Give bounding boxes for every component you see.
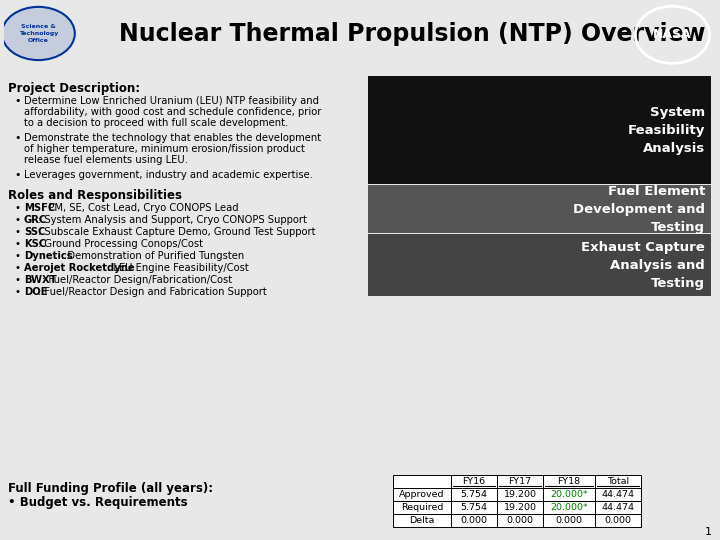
Text: Exhaust Capture
Analysis and
Testing: Exhaust Capture Analysis and Testing <box>581 241 705 289</box>
FancyBboxPatch shape <box>368 185 711 233</box>
Text: 44.474: 44.474 <box>601 490 634 499</box>
Text: MSFC: MSFC <box>24 203 55 213</box>
Text: •: • <box>14 170 20 180</box>
Text: 20.000*: 20.000* <box>550 503 588 512</box>
FancyBboxPatch shape <box>393 488 451 501</box>
Text: Fuel Element
Development and
Testing: Fuel Element Development and Testing <box>573 185 705 234</box>
FancyBboxPatch shape <box>595 488 641 501</box>
Text: Demonstrate the technology that enables the development: Demonstrate the technology that enables … <box>24 133 321 143</box>
Text: 0.000: 0.000 <box>506 516 534 525</box>
Text: Determine Low Enriched Uranium (LEU) NTP feasibility and: Determine Low Enriched Uranium (LEU) NTP… <box>24 96 319 106</box>
Text: Delta: Delta <box>409 516 435 525</box>
FancyBboxPatch shape <box>543 488 595 501</box>
FancyBboxPatch shape <box>497 488 543 501</box>
Text: Office: Office <box>28 38 49 43</box>
Text: Full Funding Profile (all years):: Full Funding Profile (all years): <box>8 482 213 495</box>
FancyBboxPatch shape <box>368 76 711 184</box>
Text: •: • <box>14 203 20 213</box>
FancyBboxPatch shape <box>451 501 497 514</box>
FancyBboxPatch shape <box>393 514 451 527</box>
Text: Aerojet Rocketdyne: Aerojet Rocketdyne <box>24 263 135 273</box>
FancyBboxPatch shape <box>543 501 595 514</box>
Text: : Ground Processing Conops/Cost: : Ground Processing Conops/Cost <box>37 239 203 249</box>
Text: Nuclear Thermal Propulsion (NTP) Overview: Nuclear Thermal Propulsion (NTP) Overvie… <box>119 22 706 46</box>
Text: System
Feasibility
Analysis: System Feasibility Analysis <box>628 106 705 155</box>
FancyBboxPatch shape <box>595 501 641 514</box>
Text: 20.000*: 20.000* <box>550 490 588 499</box>
Text: Required: Required <box>401 503 444 512</box>
Text: •: • <box>14 239 20 249</box>
Text: 0.000: 0.000 <box>556 516 582 525</box>
Text: •: • <box>14 215 20 225</box>
Text: 1: 1 <box>705 527 712 537</box>
Text: •: • <box>14 275 20 285</box>
FancyBboxPatch shape <box>393 475 451 488</box>
Text: 5.754: 5.754 <box>461 490 487 499</box>
FancyBboxPatch shape <box>497 475 543 488</box>
Text: Project Description:: Project Description: <box>8 82 140 95</box>
Text: to a decision to proceed with full scale development.: to a decision to proceed with full scale… <box>24 118 288 129</box>
Text: : Demonstration of Purified Tungsten: : Demonstration of Purified Tungsten <box>60 251 244 261</box>
Text: SSC: SSC <box>24 227 45 237</box>
Text: Leverages government, industry and academic expertise.: Leverages government, industry and acade… <box>24 170 313 180</box>
FancyBboxPatch shape <box>543 475 595 488</box>
Text: 5.754: 5.754 <box>461 503 487 512</box>
Text: GRC: GRC <box>24 215 48 225</box>
FancyBboxPatch shape <box>497 514 543 527</box>
Text: : Fuel/Reactor Design/Fabrication/Cost: : Fuel/Reactor Design/Fabrication/Cost <box>42 275 233 285</box>
Text: BWXT: BWXT <box>24 275 57 285</box>
Text: : PM, SE, Cost Lead, Cryo CONOPS Lead: : PM, SE, Cost Lead, Cryo CONOPS Lead <box>42 203 239 213</box>
FancyBboxPatch shape <box>393 501 451 514</box>
Text: 19.200: 19.200 <box>503 503 536 512</box>
Text: KSC: KSC <box>24 239 46 249</box>
Text: •: • <box>14 251 20 261</box>
Text: 44.474: 44.474 <box>601 503 634 512</box>
Text: affordability, with good cost and schedule confidence, prior: affordability, with good cost and schedu… <box>24 107 321 117</box>
Text: •: • <box>14 133 20 143</box>
Text: Technology: Technology <box>19 31 58 36</box>
Text: release fuel elements using LEU.: release fuel elements using LEU. <box>24 155 188 165</box>
Text: of higher temperature, minimum erosion/fission product: of higher temperature, minimum erosion/f… <box>24 144 305 154</box>
Text: FY17: FY17 <box>508 477 531 486</box>
Text: Approved: Approved <box>400 490 445 499</box>
Text: : LEU Engine Feasibility/Cost: : LEU Engine Feasibility/Cost <box>107 263 248 273</box>
Text: Total: Total <box>607 477 629 486</box>
FancyBboxPatch shape <box>368 234 711 296</box>
FancyBboxPatch shape <box>451 514 497 527</box>
Text: Roles and Responsibilities: Roles and Responsibilities <box>8 189 182 202</box>
Text: 19.200: 19.200 <box>503 490 536 499</box>
Text: •: • <box>14 287 20 297</box>
Text: FY16: FY16 <box>462 477 485 486</box>
Text: 0.000: 0.000 <box>605 516 631 525</box>
Text: Science &: Science & <box>21 24 56 29</box>
Text: •: • <box>14 227 20 237</box>
Circle shape <box>2 7 75 60</box>
Text: DOE: DOE <box>24 287 48 297</box>
Text: Dynetics: Dynetics <box>24 251 73 261</box>
Text: 0.000: 0.000 <box>461 516 487 525</box>
Text: •: • <box>14 96 20 106</box>
Text: : Fuel/Reactor Design and Fabrication Support: : Fuel/Reactor Design and Fabrication Su… <box>37 287 266 297</box>
Text: FY18: FY18 <box>557 477 580 486</box>
Text: : Subscale Exhaust Capture Demo, Ground Test Support: : Subscale Exhaust Capture Demo, Ground … <box>37 227 315 237</box>
FancyBboxPatch shape <box>451 475 497 488</box>
Text: • Budget vs. Requirements: • Budget vs. Requirements <box>8 496 188 509</box>
FancyBboxPatch shape <box>543 514 595 527</box>
FancyBboxPatch shape <box>595 475 641 488</box>
Text: : System Analysis and Support, Cryo CONOPS Support: : System Analysis and Support, Cryo CONO… <box>37 215 307 225</box>
FancyBboxPatch shape <box>451 488 497 501</box>
FancyBboxPatch shape <box>595 514 641 527</box>
Text: NASA: NASA <box>653 28 692 42</box>
FancyBboxPatch shape <box>497 501 543 514</box>
Text: •: • <box>14 263 20 273</box>
